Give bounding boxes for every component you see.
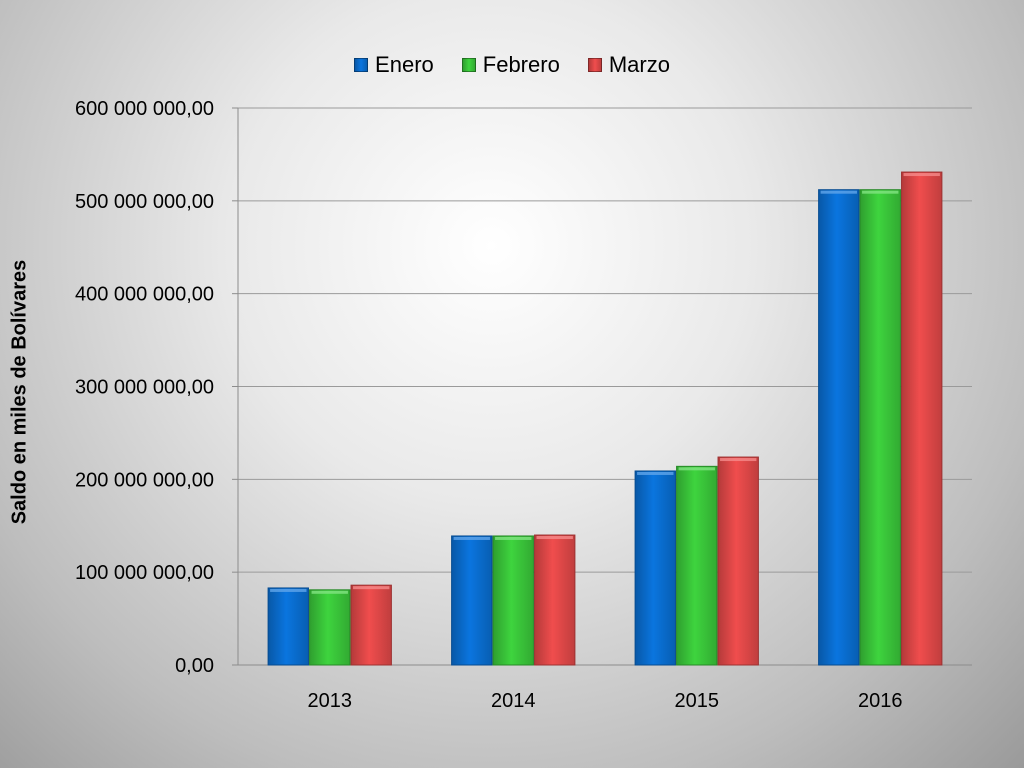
y-tick-label: 200 000 000,00 — [75, 469, 214, 491]
y-tick-label: 100 000 000,00 — [75, 562, 214, 584]
bar-highlight — [353, 586, 390, 590]
y-tick-label: 600 000 000,00 — [75, 98, 214, 120]
y-axis-title: Saldo en miles de Bolívares — [8, 259, 31, 525]
legend-label: Febrero — [482, 52, 560, 77]
bar-highlight — [637, 471, 674, 475]
grid-lines — [238, 107, 972, 666]
tick-labels: 0,00 100 000 000,00 200 000 000,00 300 000 … — [75, 98, 903, 712]
bar-highlight — [862, 190, 899, 194]
bar-marzo-2015 — [717, 456, 759, 666]
bar-enero-2016 — [818, 189, 860, 666]
bar-enero-2014 — [451, 535, 493, 666]
bar-marzo-2016 — [901, 171, 943, 666]
legend-item: Marzo — [587, 52, 670, 78]
legend-item: Enero — [354, 52, 434, 78]
bar-highlight — [720, 458, 757, 462]
bar-highlight — [311, 590, 348, 594]
bar-highlight — [678, 467, 715, 471]
x-tick-label: 2015 — [675, 690, 720, 712]
bar-highlight — [820, 190, 857, 194]
bar-highlight — [270, 588, 307, 592]
bar-highlight — [536, 536, 573, 540]
bar-febrero-2013 — [309, 589, 351, 666]
bars — [267, 171, 943, 666]
x-tick-label: 2014 — [491, 690, 536, 712]
bar-febrero-2015 — [676, 465, 718, 666]
bar-febrero-2016 — [859, 189, 901, 666]
bar-highlight — [453, 536, 490, 540]
x-tick-label: 2016 — [858, 690, 903, 712]
bar-highlight — [903, 173, 940, 177]
legend: Enero Febrero Marzo — [0, 52, 1024, 78]
bar-enero-2015 — [634, 470, 676, 666]
bar-febrero-2014 — [492, 535, 534, 666]
legend-label: Enero — [375, 52, 434, 77]
bar-enero-2013 — [267, 587, 309, 666]
legend-swatch — [587, 58, 602, 72]
x-tick-label: 2013 — [308, 690, 353, 712]
bar-highlight — [495, 536, 532, 540]
bar-marzo-2014 — [534, 534, 576, 666]
legend-label: Marzo — [608, 52, 670, 77]
y-tick-label: 0,00 — [175, 655, 214, 677]
legend-item: Febrero — [461, 52, 560, 78]
axes — [232, 107, 239, 666]
y-tick-label: 300 000 000,00 — [75, 377, 214, 399]
y-tick-label: 500 000 000,00 — [75, 191, 214, 213]
y-tick-label: 400 000 000,00 — [75, 284, 214, 306]
bar-marzo-2013 — [350, 584, 392, 666]
legend-swatch — [461, 58, 476, 72]
legend-swatch — [354, 58, 369, 72]
